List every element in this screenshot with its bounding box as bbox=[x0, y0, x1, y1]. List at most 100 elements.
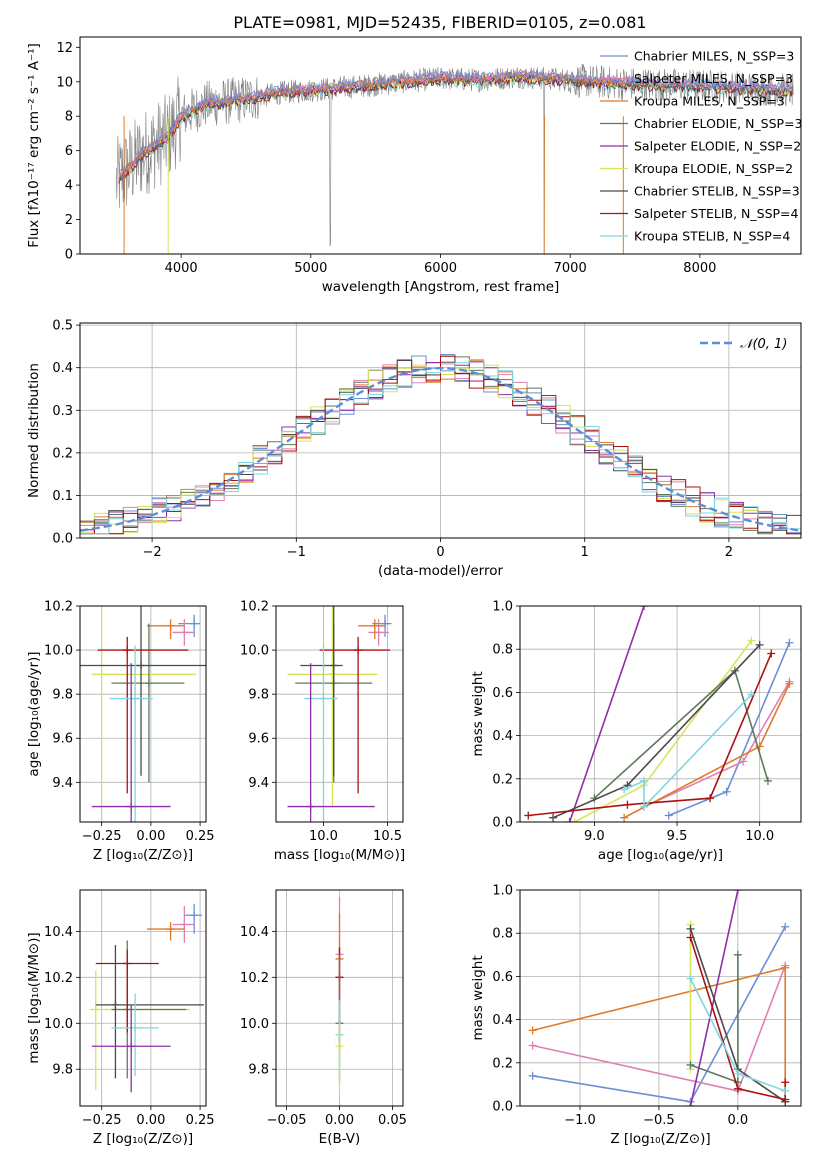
plot-area bbox=[276, 606, 403, 822]
weight-line bbox=[668, 642, 791, 817]
x-tick-label: 4000 bbox=[165, 261, 198, 276]
data-point-marker bbox=[137, 661, 146, 670]
data-point-marker bbox=[781, 1086, 790, 1095]
y-tick-label: 0.5 bbox=[52, 319, 73, 334]
data-point-marker bbox=[374, 628, 383, 637]
plot-area bbox=[116, 63, 794, 254]
data-point-marker bbox=[733, 1084, 742, 1093]
data-point-marker bbox=[123, 959, 132, 968]
panel-age_vs_mass: 10.0 10.5 9.4 9.6 9.8 10.0 10.2 mass [log₁₀(M/M… bbox=[240, 600, 405, 864]
data-point-marker bbox=[549, 813, 558, 822]
data-point-marker bbox=[620, 813, 629, 822]
x-tick-label: −0.25 bbox=[82, 829, 122, 844]
x-axis-label: Z [log₁₀(Z/Z⊙)] bbox=[93, 1131, 193, 1147]
data-point-marker bbox=[565, 818, 574, 822]
y-tick-label: 9.4 bbox=[248, 776, 269, 791]
y-tick-label: 9.8 bbox=[248, 688, 269, 703]
x-tick-label: −1.0 bbox=[564, 1113, 596, 1128]
data-point-marker bbox=[733, 950, 742, 959]
data-point-marker bbox=[706, 794, 715, 803]
data-point-marker bbox=[127, 1042, 136, 1051]
model-spectrum-line bbox=[118, 75, 794, 185]
data-point-marker bbox=[686, 974, 695, 983]
data-point-marker bbox=[763, 776, 772, 785]
y-tick-label: 0.0 bbox=[52, 532, 73, 547]
data-point-marker bbox=[528, 1041, 537, 1050]
data-point-marker bbox=[686, 1060, 695, 1069]
y-tick-label: 12 bbox=[56, 41, 73, 56]
data-point-marker bbox=[639, 776, 648, 785]
axes-frame bbox=[275, 605, 404, 823]
legend-entry: Salpeter ELODIE, N_SSP=2 bbox=[634, 139, 801, 154]
model-spectrum-line bbox=[118, 71, 793, 182]
x-tick-label: −0.05 bbox=[267, 1113, 307, 1128]
model-spectrum-line bbox=[118, 68, 793, 175]
data-point-marker bbox=[131, 1023, 140, 1032]
data-point-marker bbox=[785, 679, 794, 688]
data-point-marker bbox=[733, 1069, 742, 1078]
data-point-marker bbox=[180, 628, 189, 637]
data-point-marker bbox=[180, 920, 189, 929]
y-tick-label: 10.2 bbox=[240, 971, 269, 986]
data-point-marker bbox=[328, 670, 337, 679]
x-tick-label: 0.00 bbox=[136, 829, 165, 844]
x-axis-label: wavelength [Angstrom, rest frame] bbox=[322, 279, 560, 295]
x-tick-label: 10.0 bbox=[309, 829, 338, 844]
legend-entry: Kroupa STELIB, N_SSP=4 bbox=[634, 229, 790, 244]
y-tick-label: 0 bbox=[65, 248, 73, 263]
weight-line bbox=[528, 653, 772, 817]
data-point-marker bbox=[524, 811, 533, 820]
x-tick-label: 10.0 bbox=[745, 829, 774, 844]
x-tick-label: 8000 bbox=[683, 261, 716, 276]
y-tick-label: 9.8 bbox=[248, 1063, 269, 1078]
y-tick-label: 10.0 bbox=[240, 644, 269, 659]
y-tick-label: 10.0 bbox=[44, 644, 73, 659]
legend-entry: Chabrier STELIB, N_SSP=3 bbox=[634, 184, 800, 199]
x-tick-label: 0.05 bbox=[378, 1113, 407, 1128]
y-tick-label: 0.0 bbox=[492, 1100, 513, 1115]
x-tick-label: −0.5 bbox=[643, 1113, 675, 1128]
data-point-marker bbox=[329, 661, 338, 670]
data-point-marker bbox=[733, 890, 742, 894]
data-point-marker bbox=[190, 619, 199, 628]
x-tick-label: 9.5 bbox=[667, 829, 688, 844]
data-point-marker bbox=[722, 787, 731, 796]
x-tick-label: 0 bbox=[436, 545, 444, 560]
x-tick-label: −0.25 bbox=[82, 1113, 122, 1128]
x-axis-label: mass [log₁₀(M/M⊙)] bbox=[274, 847, 405, 863]
panel-weight_vs_Z: −1.0 −0.5 0.0 0.0 0.2 0.4 0.6 0.8 1.0 Z [log₁₀(Z/… bbox=[470, 884, 802, 1147]
data-point-marker bbox=[166, 621, 175, 630]
x-tick-label: 7000 bbox=[554, 261, 587, 276]
legend-entry: Salpeter STELIB, N_SSP=4 bbox=[634, 206, 799, 221]
y-axis-label: mass [log₁₀(M/M⊙)] bbox=[26, 932, 42, 1063]
y-tick-label: 1.0 bbox=[492, 884, 513, 899]
y-axis-label: mass weight bbox=[470, 671, 486, 756]
x-tick-label: 1 bbox=[581, 545, 589, 560]
data-point-marker bbox=[781, 1078, 790, 1087]
x-tick-label: 0.00 bbox=[325, 1113, 354, 1128]
y-tick-label: 10.2 bbox=[44, 971, 73, 986]
data-point-marker bbox=[686, 933, 695, 942]
axes-frame bbox=[79, 322, 802, 539]
data-point-marker bbox=[97, 670, 106, 679]
data-point-marker bbox=[639, 606, 648, 610]
normal-curve bbox=[80, 367, 799, 532]
legend-entry: Chabrier ELODIE, N_SSP=3 bbox=[634, 116, 803, 131]
data-point-marker bbox=[747, 636, 756, 645]
y-tick-label: 10.2 bbox=[240, 600, 269, 615]
y-tick-label: 10.0 bbox=[240, 1017, 269, 1032]
x-tick-label: −1 bbox=[287, 545, 306, 560]
data-point-marker bbox=[528, 1071, 537, 1080]
plot-area bbox=[276, 890, 403, 1106]
data-point-marker bbox=[686, 924, 695, 933]
x-axis-label: Z [log₁₀(Z/Z⊙)] bbox=[93, 847, 193, 863]
plot-area bbox=[80, 323, 801, 538]
panel-age_vs_Z: −0.25 0.00 0.25 9.4 9.6 9.8 10.0 10.2 Z [log₁₀(Z… bbox=[26, 600, 215, 864]
y-tick-label: 0.4 bbox=[492, 1013, 513, 1028]
y-axis-label: mass weight bbox=[470, 955, 486, 1040]
y-tick-label: 2 bbox=[65, 213, 73, 228]
y-tick-label: 10.4 bbox=[44, 925, 73, 940]
axes-frame bbox=[519, 605, 802, 823]
axes-frame bbox=[79, 889, 207, 1107]
y-axis-label: Flux [fλ10⁻¹⁷ erg cm⁻² s⁻¹ A⁻¹] bbox=[26, 43, 42, 248]
